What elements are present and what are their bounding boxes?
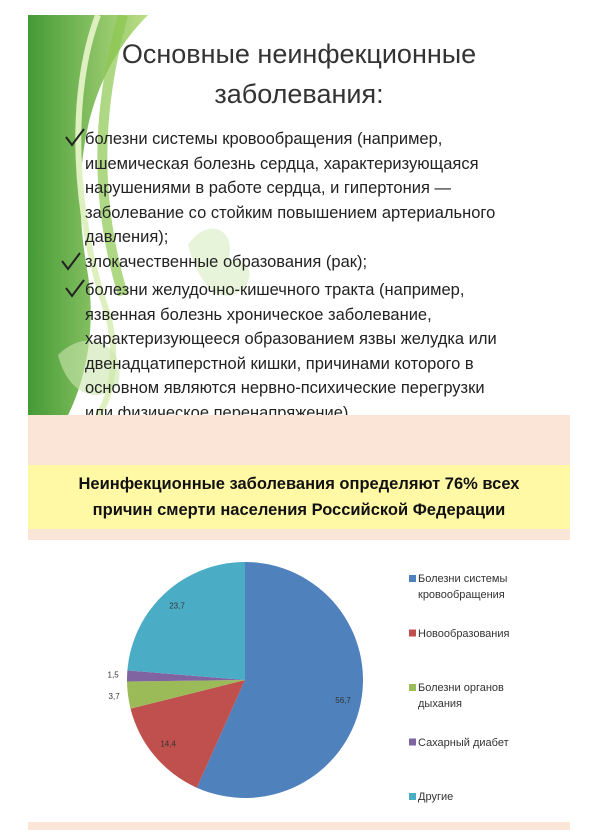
bullet-line: злокачественные образования (рак); [85,253,368,271]
bullet: болезни системы кровообращения (например… [85,127,495,250]
data-label: 3,7 [109,692,121,701]
legend-label: Сахарный диабет [418,736,509,749]
pie-slice [130,680,245,788]
bullet-line: или физическое перенапряжение). [85,403,353,416]
bullet-line: нарушениями в работе сердца, и гипертони… [85,179,451,197]
legend-label: Другие [418,791,454,803]
bullet-line: заболевание со стойким повышением артери… [85,203,496,222]
bullet: болезни желудочно-кишечного тракта (напр… [85,278,497,415]
slide-title: заболевания: [214,79,384,109]
bullet-line: ишемическая болезнь сердца, характеризую… [85,154,479,173]
data-label: 1,5 [108,671,120,680]
bullet: злокачественные образования (рак); [85,250,367,275]
pie-slice [126,670,245,682]
legend-swatch [409,738,416,746]
legend-label: Болезни органов дыхания [418,682,504,710]
bullet-line: характеризующееся образованием язвы желу… [85,330,497,348]
legend-swatch [409,629,416,637]
pie-slice [196,562,364,799]
legend-swatch [409,793,416,800]
data-label: 56,7 [335,696,351,705]
bullet-line: язвенная болезнь хроническое заболевание… [85,305,432,324]
slide: Основные неинфекционные заболевания: болез… [28,15,570,415]
pie-slice [127,562,245,680]
slide-decoration [28,15,250,415]
bullet-line: болезни желудочно-кишечного тракта (напр… [85,281,465,299]
data-label: 14,4 [160,740,176,749]
legend-label: Новообразования [418,627,510,640]
slide-title: Основные неинфекционные [121,39,477,69]
pie-slice [127,680,245,709]
chart-title: Неинфекционные заболевания определяют 76… [28,465,570,529]
legend-label: Болезни системы кровообращения [418,573,508,601]
bullet-line: основном являются нервно-психические пер… [85,379,485,397]
bullet-line: давления); [85,228,169,246]
bullet-line: болезни системы кровообращения (например… [85,130,443,148]
data-label: 23,7 [169,601,185,610]
legend-swatch [409,684,416,691]
legend-swatch [409,575,416,582]
bullet-line: двенадцатиперстной кишки, причинами кото… [85,354,474,373]
